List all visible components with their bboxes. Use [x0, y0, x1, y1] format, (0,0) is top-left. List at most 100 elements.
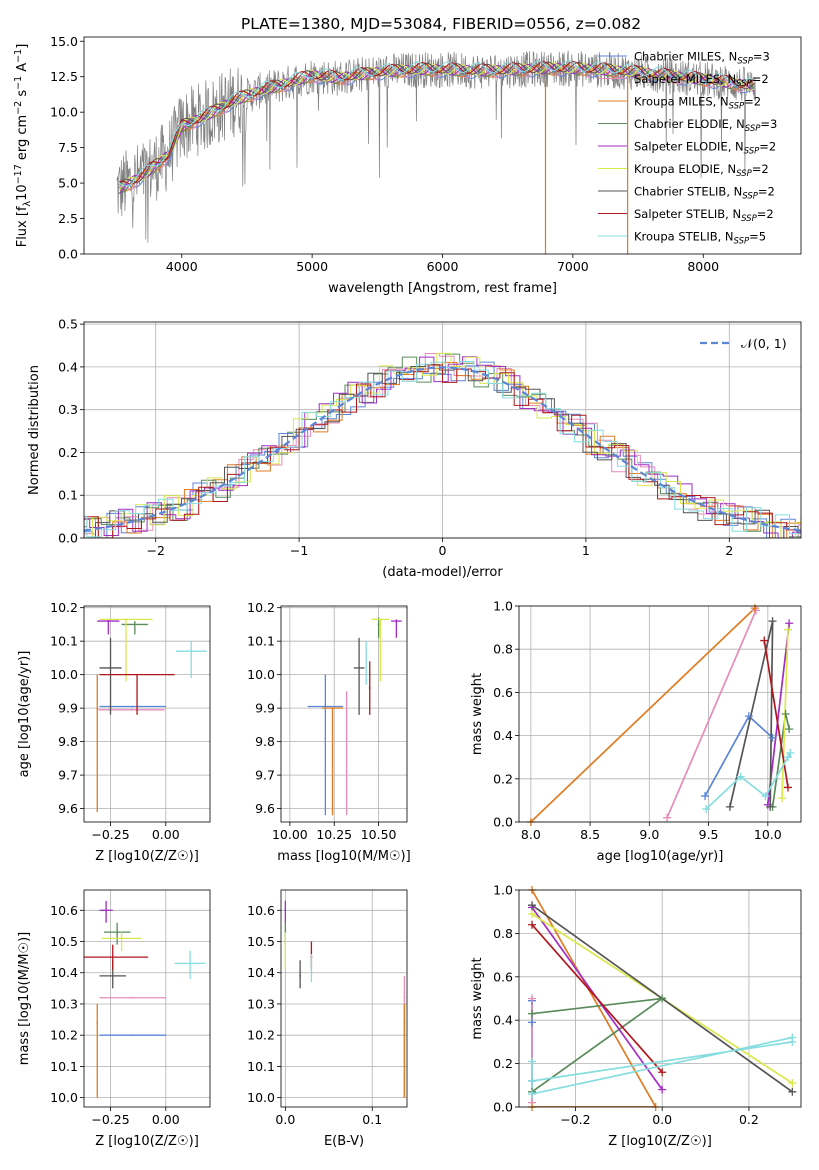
weight_vs_age-xlabel: age [log10(age/yr)]: [597, 849, 724, 864]
legend-label-salpeter_stelib: Salpeter STELIB, NSSP=2: [634, 207, 774, 224]
residuals-xtick-label-2: 0: [439, 543, 447, 558]
spectrum-ylabel-part-7: −1: [13, 76, 24, 90]
figure-title: PLATE=1380, MJD=53084, FIBERID=0556, z=0…: [241, 15, 641, 33]
spectrum-axes: 4000 5000 6000 7000 8000 0.0 2.5 5.0 7.5 10.0 12.5…: [13, 34, 802, 296]
age_vs_Z-ytick-label-3: 9.9: [58, 701, 78, 716]
mass_vs_Z-ytick-label-5: 10.5: [50, 934, 78, 949]
weight_vs_Z-marker-salpeter_stelib-0: [528, 920, 537, 929]
legend-text-salpeter_elodie: Salpeter ELODIE, N: [634, 140, 744, 154]
age_vs_Z-ytick-label-6: 10.2: [50, 600, 78, 615]
age_vs_Z-point-kroupa_stelib: [190, 650, 193, 653]
weight_vs_Z-ytick-label-4: 0.8: [493, 926, 513, 941]
weight_vs_age-line-kroupa_stelib: [705, 752, 792, 810]
histogram-chabrier_miles: [84, 361, 801, 538]
age_vs_Z-point-salpeter_miles: [130, 708, 133, 711]
legend-text-salpeter_miles: Salpeter MILES, N: [634, 72, 736, 86]
mass_vs_Z-ytick-label-6: 10.6: [50, 903, 78, 918]
weight_vs_age-axes: 8.0 8.5 9.0 9.5 10.0 0.0 0.2 0.4 0.6 0.8 1.0 age [l…: [470, 599, 802, 864]
residuals-xtick-label-0: −2: [146, 543, 164, 558]
spectrum-model-salpeter_elodie: [118, 62, 755, 194]
age_vs_mass-ytick-label-3: 9.9: [255, 701, 275, 716]
residuals-ytick-label-0: 0.0: [58, 531, 78, 546]
weight_vs_Z-marker-salpeter_elodie-1: [658, 1085, 667, 1094]
legend-sub-salpeter_miles: SSP: [736, 79, 752, 89]
mass_vs_Z-point-kroupa_stelib: [189, 962, 192, 965]
gaussian-legend-label: 𝒩(0, 1): [741, 336, 787, 351]
weight_vs_age-marker-kroupa_elodie-0: [778, 794, 787, 803]
spectrum-ytick-label-6: 15.0: [50, 34, 78, 49]
weight_vs_Z-marker-kroupa_stelib-3: [528, 1089, 537, 1098]
age_vs_mass-xtick-label-1: 10.25: [316, 827, 352, 842]
histogram-kroupa_elodie: [84, 352, 801, 538]
spectrum-model-salpeter_miles: [119, 65, 755, 190]
weight_vs_Z-xtick-label-0: −0.2: [560, 1112, 590, 1127]
legend-label-salpeter_miles: Salpeter MILES, NSSP=2: [634, 72, 769, 89]
mass_vs_ebv-point-kroupa_elodie: [284, 937, 287, 940]
legend-n-kroupa_stelib: =5: [749, 230, 766, 244]
weight_vs_Z-marker-chabrier_stelib-1: [788, 1087, 797, 1096]
weight_vs_age-marker-kroupa_stelib-1: [736, 772, 745, 781]
weight_vs_age-line-chabrier_miles: [704, 714, 774, 797]
mass_vs_ebv-xtick-label-0: 0.0: [275, 1112, 295, 1127]
residuals-ytick-label-2: 0.2: [58, 445, 78, 460]
legend-n-salpeter_stelib: =2: [757, 207, 774, 221]
residuals-plot-area: [84, 352, 801, 538]
weight_vs_age-ytick-label-1: 0.2: [493, 771, 513, 786]
mass_vs_ebv-ytick-label-1: 10.1: [247, 1059, 275, 1074]
weight_vs_Z-axes: −0.2 0.0 0.2 0.0 0.2 0.4 0.6 0.8 1.0 Z [log10(Z/Z…: [470, 883, 802, 1149]
spectrum-xtick-label-3: 7000: [557, 259, 589, 274]
spectrum-frame: [83, 36, 802, 255]
spectrum-ytick-label-4: 10.0: [50, 105, 78, 120]
legend-sub-kroupa_miles: SSP: [729, 102, 745, 112]
legend-n-kroupa_elodie: =2: [752, 162, 769, 176]
age_vs_Z-point-chabrier_stelib: [109, 667, 112, 669]
weight_vs_age-marker-chabrier_miles-0: [701, 792, 710, 801]
weight_vs_age-xtick-label-3: 9.5: [699, 827, 719, 842]
age_vs_mass-point-chabrier_elodie: [377, 623, 380, 626]
mass_vs_ebv-plot-area: [284, 900, 406, 1098]
age_vs_Z-point-salpeter_stelib: [136, 673, 138, 676]
weight_vs_age-marker-salpeter_stelib-1: [783, 783, 792, 792]
spectrum-ylabel-part-5: −2: [13, 101, 24, 115]
legend-label-kroupa_miles: Kroupa MILES, NSSP=2: [634, 95, 761, 112]
spectrum-ytick-label-5: 12.5: [50, 69, 78, 84]
mass_vs_Z-point-salpeter_miles: [131, 996, 134, 999]
plot-layer: 4000 5000 6000 7000 80000.02.55.07.510.012.5…: [13, 34, 802, 1149]
spectrum-xtick-label-1: 5000: [296, 259, 328, 274]
legend-text-chabrier_miles: Chabrier MILES, N: [634, 50, 737, 64]
spectrum-model-kroupa_elodie: [118, 62, 755, 191]
spectrum-ylabel-part-10: ]: [15, 44, 30, 49]
age_vs_mass-point-kroupa_elodie: [379, 618, 382, 621]
weight_vs_age-marker-salpeter_elodie-1: [785, 619, 794, 628]
age_vs_Z-axes: −0.25 0.00 9.6 9.7 9.8 9.9 10.0 10.1 10.2 Z [log1…: [17, 600, 211, 864]
mass_vs_ebv-point-salpeter_elodie: [284, 909, 287, 912]
residuals-axes: −2 −1 0 1 2 0.0 0.1 0.2 0.3 0.4 0.5 (data-model)/er…: [27, 317, 802, 580]
gaussian-curve: [84, 366, 801, 532]
legend-label-salpeter_elodie: Salpeter ELODIE, NSSP=2: [634, 140, 776, 157]
residuals-xlabel: (data-model)/error: [382, 565, 503, 580]
spectrum-ylabel-part-4: erg cm: [15, 115, 30, 164]
legend-text-salpeter_stelib: Salpeter STELIB, N: [634, 207, 741, 221]
age_vs_mass-axes: 10.00 10.25 10.50 9.6 9.7 9.8 9.9 10.0 10.1 10.2 m…: [247, 600, 411, 864]
age_vs_mass-point-chabrier_miles: [324, 705, 327, 708]
histogram-salpeter_stelib: [84, 364, 801, 538]
spectrum-model-kroupa_stelib: [119, 60, 755, 187]
histogram-chabrier_stelib: [84, 364, 801, 538]
residuals-frame: [83, 321, 802, 539]
spectrum-ylabel-part-1: λ: [22, 200, 33, 206]
mass_vs_Z-xlabel: Z [log10(Z/Z☉)]: [95, 1134, 199, 1149]
age_vs_mass-ytick-label-0: 9.6: [255, 801, 275, 816]
weight_vs_Z-line-salpeter_stelib: [531, 924, 663, 1073]
spectrum-plot-area: [116, 50, 756, 254]
legend-label-chabrier_elodie: Chabrier ELODIE, NSSP=3: [634, 117, 777, 134]
spectrum-xtick-label-2: 6000: [427, 259, 459, 274]
histogram-salpeter_elodie: [84, 356, 801, 538]
residuals-xtick-label-3: 1: [582, 543, 590, 558]
age_vs_mass-point-salpeter_stelib: [368, 687, 371, 689]
weight_vs_age-ytick-label-3: 0.6: [493, 685, 513, 700]
weight_vs_age-marker-chabrier_stelib-0: [725, 802, 734, 811]
weight_vs_Z-xlabel: Z [log10(Z/Z☉)]: [608, 1134, 712, 1149]
legend-sub-kroupa_elodie: SSP: [736, 169, 752, 179]
weight_vs_Z-ytick-label-5: 1.0: [493, 883, 513, 898]
